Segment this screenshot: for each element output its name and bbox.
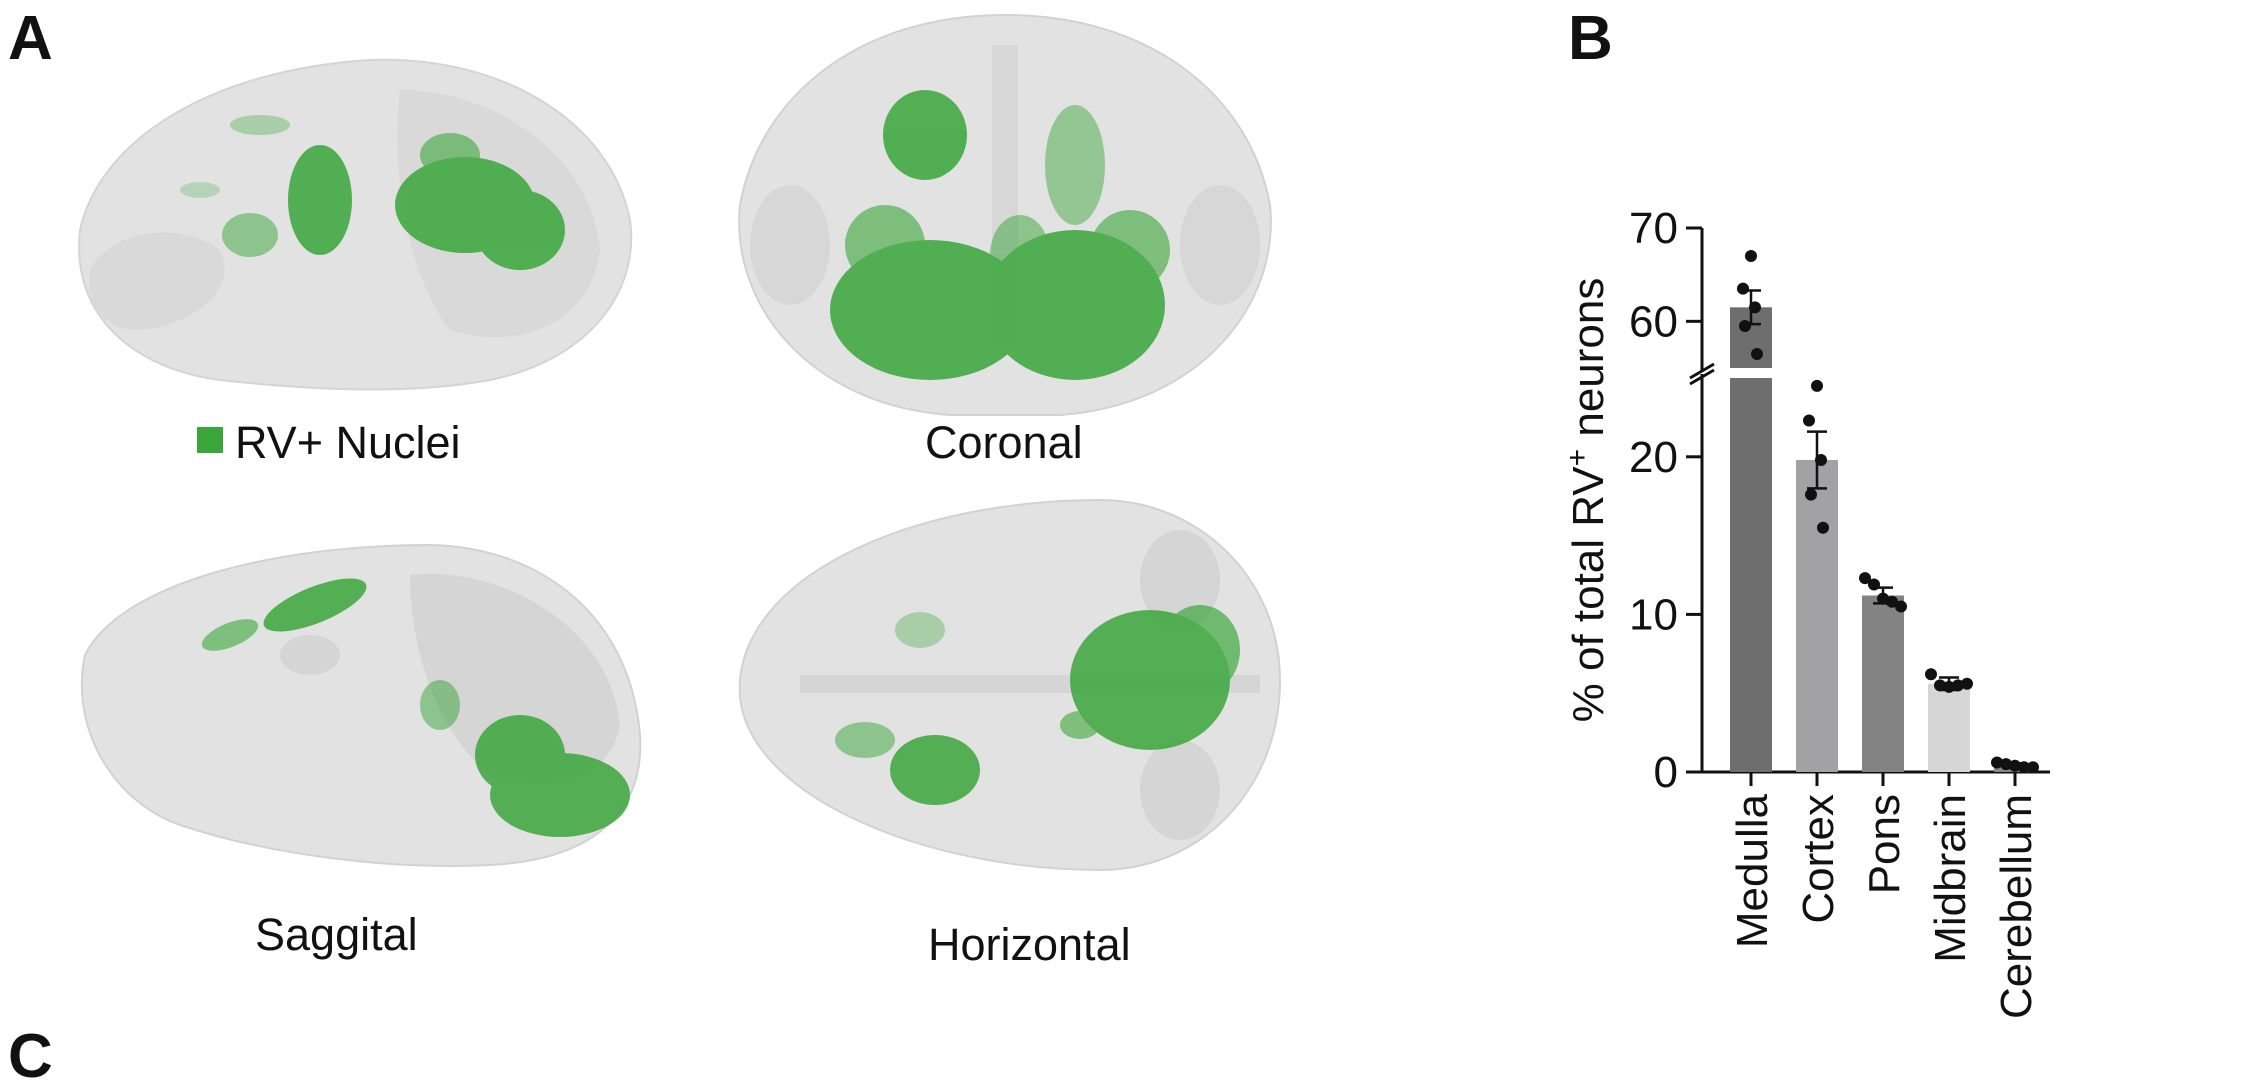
x-tick-label: Pons (1860, 794, 1909, 894)
y-tick-label: 60 (1629, 297, 1678, 346)
saggital-caption: Saggital (255, 909, 418, 960)
axis-break-mark (1689, 362, 1715, 380)
x-tick-label: Cortex (1794, 794, 1843, 924)
data-point (1991, 756, 2003, 769)
data-point (1751, 348, 1763, 360)
data-point (2009, 759, 2021, 772)
horizontal-caption: Horizontal (928, 919, 1131, 970)
y-tick-label: 0 (1654, 748, 1678, 797)
data-point (1745, 250, 1757, 262)
data-point (1811, 379, 1823, 392)
panel-b-label: B (1568, 4, 1613, 73)
data-point (1895, 600, 1907, 613)
data-point (1817, 521, 1829, 534)
brain-horizontal-view (738, 498, 1282, 872)
x-tick-label: Medulla (1728, 793, 1777, 948)
bar-chart: 0 10 20 60 70 % of total RV+ neurons Medulla Co… (1561, 204, 2050, 1019)
data-point (1877, 592, 1889, 605)
bar-pons (1862, 595, 1904, 772)
data-point (1943, 680, 1955, 693)
data-point (1749, 301, 1761, 314)
bar-midbrain (1928, 683, 1970, 772)
axis-break-mark (1689, 368, 1715, 386)
bar-cortex (1796, 459, 1838, 772)
legend-label: RV+ Nuclei (235, 417, 461, 468)
data-point (2018, 761, 2030, 774)
y-tick-label: 10 (1629, 590, 1678, 639)
data-point (1934, 679, 1946, 692)
panel-a-label: A (8, 4, 53, 73)
brain-coronal-view (738, 13, 1272, 416)
data-point (1868, 578, 1880, 591)
x-tick-label: Midbrain (1926, 794, 1975, 963)
y-tick-label: 20 (1629, 433, 1678, 482)
brain-lateral-view (78, 58, 633, 391)
data-point (2000, 758, 2012, 771)
data-point (1952, 679, 1964, 692)
legend-swatch (197, 427, 223, 453)
data-point (1925, 668, 1937, 681)
data-point (1859, 572, 1871, 585)
coronal-caption: Coronal (925, 417, 1083, 468)
data-point (2027, 761, 2039, 774)
brain-sagittal-view (80, 543, 642, 867)
data-point (1805, 488, 1817, 501)
y-tick-label: 70 (1629, 204, 1678, 253)
data-point (1737, 282, 1749, 295)
data-point (1739, 320, 1751, 332)
x-tick-label: Cerebellum (1992, 794, 2041, 1019)
data-point (1815, 453, 1827, 466)
data-point (1961, 677, 1973, 690)
bar-medulla (1730, 378, 1772, 772)
y-axis-label: % of total RV+ neurons (1561, 278, 1613, 723)
data-point (1886, 595, 1898, 608)
data-point (1803, 414, 1815, 427)
